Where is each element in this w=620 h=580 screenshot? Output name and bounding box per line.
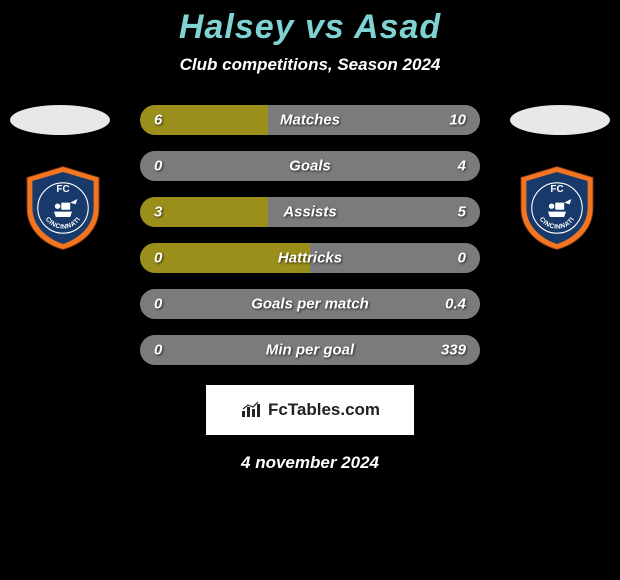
stat-label: Assists: [283, 204, 336, 221]
player2-name: Asad: [354, 8, 441, 46]
watermark-text: FcTables.com: [268, 400, 380, 420]
chart-icon: [240, 401, 262, 419]
stat-value-left: 0: [154, 342, 162, 359]
stat-label: Matches: [280, 112, 340, 129]
stat-value-left: 0: [154, 250, 162, 267]
stat-value-right: 5: [458, 204, 466, 221]
stat-row: 0 339 Min per goal: [140, 335, 480, 365]
stat-row: 0 4 Goals: [140, 151, 480, 181]
stat-value-right: 0.4: [445, 296, 466, 313]
stat-value-left: 0: [154, 158, 162, 175]
stat-value-right: 10: [449, 112, 466, 129]
stat-value-left: 0: [154, 296, 162, 313]
stats-list: 6 10 Matches 0 4 Goals 3 5 Assists 0 0 Hattricks 0 0.…: [140, 105, 480, 365]
stat-row: 3 5 Assists: [140, 197, 480, 227]
stat-value-left: 6: [154, 112, 162, 129]
stat-row: 6 10 Matches: [140, 105, 480, 135]
stat-value-left: 3: [154, 204, 162, 221]
vs-text: vs: [305, 8, 345, 46]
stat-value-right: 4: [458, 158, 466, 175]
stat-row: 0 0 Hattricks: [140, 243, 480, 273]
svg-text:FC: FC: [550, 184, 563, 195]
comparison-content: FC CINCINNATI FC CINCINNATI 6 10 Matches 0 4…: [0, 105, 620, 473]
subtitle: Club competitions, Season 2024: [0, 55, 620, 75]
player1-name: Halsey: [179, 8, 295, 46]
avatar-right-placeholder: [510, 105, 610, 135]
stat-row: 0 0.4 Goals per match: [140, 289, 480, 319]
club-logo-left: FC CINCINNATI: [18, 163, 108, 253]
stat-label: Goals per match: [251, 296, 369, 313]
avatar-left-placeholder: [10, 105, 110, 135]
stat-value-right: 339: [441, 342, 466, 359]
snapshot-date: 4 november 2024: [0, 453, 620, 473]
stat-label: Hattricks: [278, 250, 342, 267]
page-title: Halsey vs Asad: [0, 0, 620, 47]
stat-value-right: 0: [458, 250, 466, 267]
watermark-badge: FcTables.com: [206, 385, 414, 435]
stat-label: Goals: [289, 158, 331, 175]
club-logo-right: FC CINCINNATI: [512, 163, 602, 253]
svg-text:FC: FC: [56, 184, 69, 195]
stat-label: Min per goal: [266, 342, 354, 359]
